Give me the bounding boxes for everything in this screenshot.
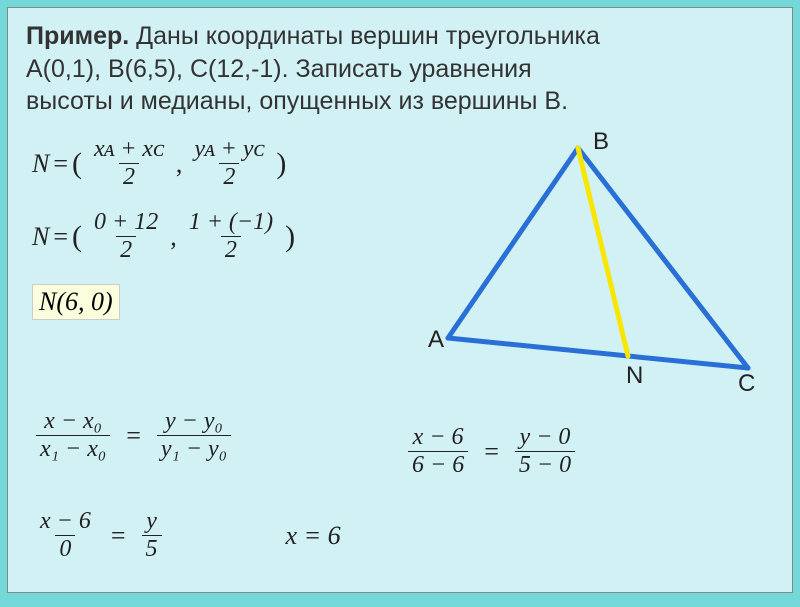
f1: x − 6 6 − 6	[408, 424, 468, 479]
label-a: A	[428, 326, 444, 354]
line-eq-symbolic: x − x₀ x₁ − x₀ = y − y₀ y₁ − y₀	[32, 408, 235, 463]
frac-xa-xc: xᴀ + xᴄ 2	[90, 136, 168, 191]
den: y₁ − y₀	[157, 435, 231, 463]
num: y	[142, 508, 161, 535]
den: 5 − 0	[515, 451, 575, 479]
frac2: 1 + (−1) 2	[185, 209, 277, 264]
n-lhs: N	[32, 222, 49, 252]
slide-page: Пример. Даны координаты вершин треугольн…	[7, 7, 793, 593]
label-b: B	[593, 128, 609, 156]
num: x − 6	[36, 508, 95, 535]
num: yᴀ + yᴄ	[190, 136, 268, 163]
triangle-diagram: A B C N	[428, 138, 768, 398]
label-n: N	[626, 362, 643, 390]
den: x₁ − x₀	[36, 435, 110, 463]
f1: x − 6 0	[36, 508, 95, 563]
den: 5	[142, 535, 162, 563]
example-label: Пример.	[26, 22, 129, 50]
den: 0	[55, 535, 75, 563]
line-equation-simplified-row: x − 6 0 = y 5 x = 6	[32, 508, 341, 575]
den: 2	[219, 163, 239, 191]
num: x − 6	[409, 424, 468, 451]
close-paren: )	[276, 147, 286, 181]
problem-line1: Даны координаты вершин треугольника	[129, 22, 600, 50]
problem-line3: высоты и медианы, опущенных из вершины В…	[26, 87, 568, 115]
den: 2	[116, 236, 136, 264]
n-result-wrap: N(6, 0)	[32, 284, 412, 330]
formula-n-numeric: N = ( 0 + 12 2 , 1 + (−1) 2 )	[32, 209, 412, 264]
problem-line2: А(0,1), В(6,5), С(12,-1). Записать уравн…	[26, 55, 532, 83]
num: xᴀ + xᴄ	[90, 136, 168, 163]
label-c: C	[738, 370, 755, 398]
eq: =	[484, 437, 499, 467]
num: y − y₀	[161, 408, 227, 435]
final-result: x = 6	[286, 521, 341, 551]
den: 6 − 6	[408, 451, 468, 479]
num: 0 + 12	[90, 209, 162, 236]
open-paren: (	[72, 220, 82, 254]
problem-statement: Пример. Даны координаты вершин треугольн…	[8, 8, 792, 126]
line-eq-simplified: x − 6 0 = y 5	[32, 508, 166, 563]
num: y − 0	[516, 424, 575, 451]
den: 2	[221, 236, 241, 264]
num: x − x₀	[40, 408, 106, 435]
triangle-svg	[428, 138, 768, 398]
close-paren: )	[285, 220, 295, 254]
num: 1 + (−1)	[185, 209, 277, 236]
n-result: N(6, 0)	[32, 284, 120, 320]
frac1: 0 + 12 2	[90, 209, 162, 264]
f2: y 5	[142, 508, 162, 563]
comma: ,	[170, 222, 177, 252]
line-equation-row: x − x₀ x₁ − x₀ = y − y₀ y₁ − y₀	[32, 408, 235, 475]
f2: y − 0 5 − 0	[515, 424, 575, 479]
eq: =	[53, 149, 68, 179]
eq: =	[126, 421, 141, 451]
den: 2	[119, 163, 139, 191]
open-paren: (	[72, 147, 82, 181]
eq: =	[111, 521, 126, 551]
frac-ya-yc: yᴀ + yᴄ 2	[190, 136, 268, 191]
result-text: x = 6	[286, 521, 341, 551]
f1: x − x₀ x₁ − x₀	[36, 408, 110, 463]
comma: ,	[176, 149, 183, 179]
eq: =	[53, 222, 68, 252]
formula-block: N = ( xᴀ + xᴄ 2 , yᴀ + yᴄ 2 ) N = ( 0 + …	[32, 136, 412, 330]
n-lhs: N	[32, 149, 49, 179]
line-eq-numeric: x − 6 6 − 6 = y − 0 5 − 0	[404, 424, 579, 479]
f2: y − y₀ y₁ − y₀	[157, 408, 231, 463]
formula-n-symbolic: N = ( xᴀ + xᴄ 2 , yᴀ + yᴄ 2 )	[32, 136, 412, 191]
